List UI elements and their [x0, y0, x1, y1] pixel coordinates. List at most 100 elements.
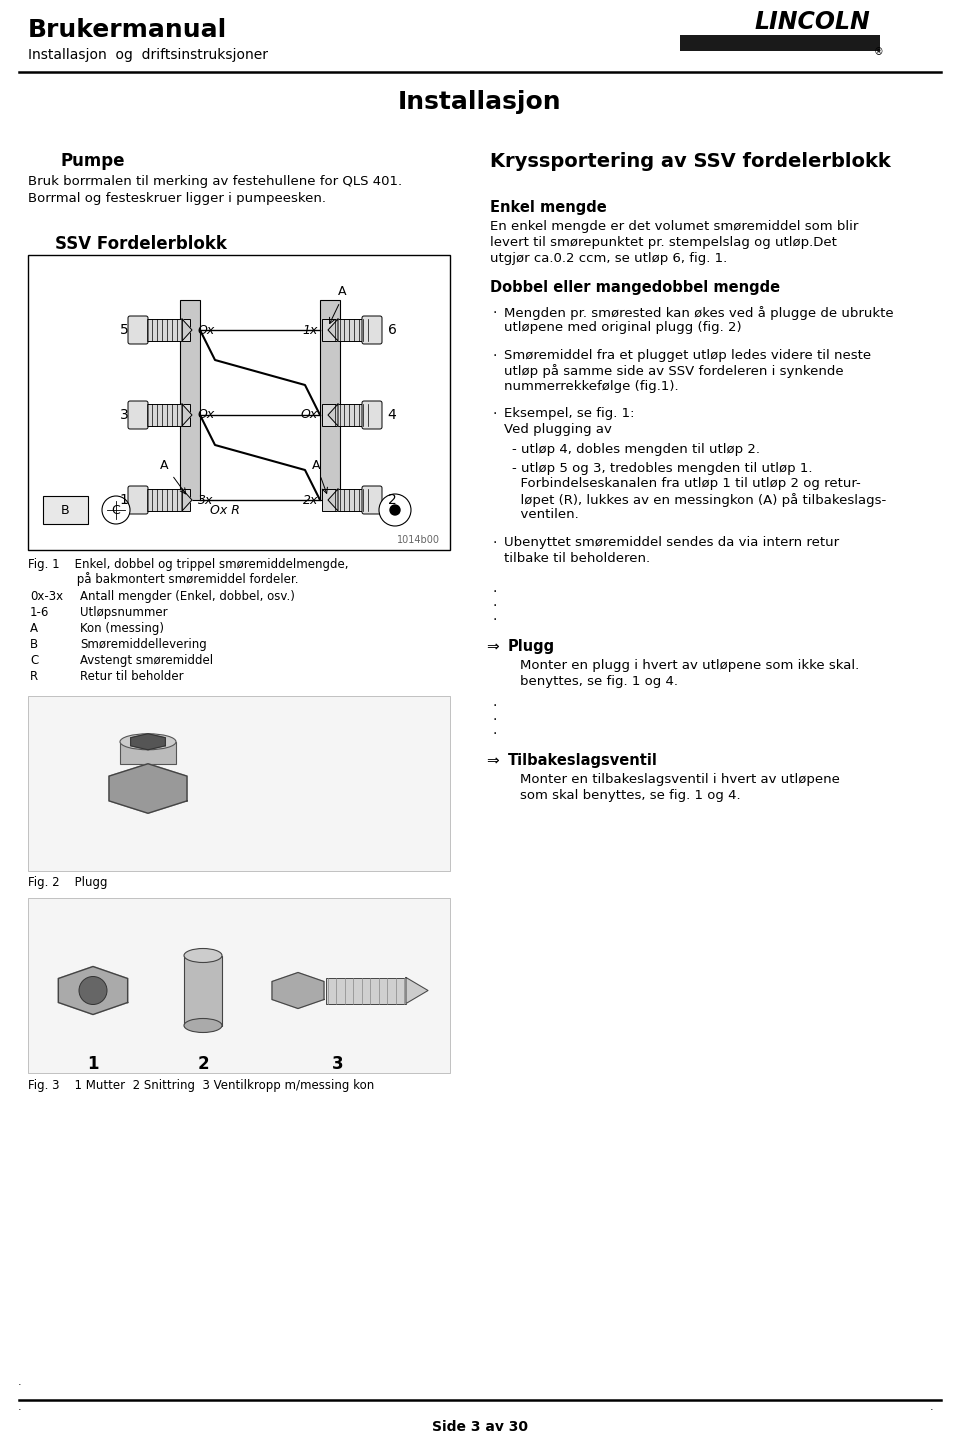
FancyBboxPatch shape [362, 485, 382, 514]
Text: Borrmal og festeskruer ligger i pumpeesken.: Borrmal og festeskruer ligger i pumpeesk… [28, 193, 326, 204]
Bar [144, 404, 190, 426]
Text: Monter en plugg i hvert av utløpene som ikke skal.: Monter en plugg i hvert av utløpene som … [520, 659, 859, 672]
Text: utløp på samme side av SSV fordeleren i synkende: utløp på samme side av SSV fordeleren i … [504, 365, 844, 378]
Text: utløpene med original plugg (fig. 2): utløpene med original plugg (fig. 2) [504, 322, 742, 335]
Text: 3: 3 [332, 1055, 344, 1074]
Ellipse shape [184, 1019, 222, 1033]
Text: Plugg: Plugg [508, 639, 555, 653]
Text: Ox R: Ox R [210, 503, 240, 516]
Text: 2: 2 [388, 493, 396, 507]
Circle shape [379, 494, 411, 526]
Polygon shape [272, 972, 324, 1009]
Text: Ox: Ox [198, 409, 215, 422]
Text: Eksempel, se fig. 1:: Eksempel, se fig. 1: [504, 407, 635, 420]
Text: 3x: 3x [198, 494, 213, 507]
Text: C: C [111, 503, 120, 516]
Polygon shape [59, 966, 128, 1014]
FancyBboxPatch shape [680, 35, 880, 51]
Polygon shape [328, 319, 338, 341]
Text: 1: 1 [120, 493, 129, 507]
Bar [28, 898, 450, 1074]
Text: ·: · [493, 713, 497, 727]
Text: A: A [338, 285, 347, 298]
Text: på bakmontert smøremiddel fordeler.: på bakmontert smøremiddel fordeler. [28, 572, 299, 585]
Text: ·: · [18, 1379, 22, 1390]
Text: 2x: 2x [302, 494, 318, 507]
Text: Mengden pr. smørested kan økes ved å plugge de ubrukte: Mengden pr. smørested kan økes ved å plu… [504, 306, 894, 320]
Text: Smøremiddel fra et plugget utløp ledes videre til neste: Smøremiddel fra et plugget utløp ledes v… [504, 349, 871, 362]
Text: Fig. 2    Plugg: Fig. 2 Plugg [28, 877, 108, 890]
Text: ·: · [493, 407, 497, 422]
Text: Installasjon  og  driftsinstruksjoner: Installasjon og driftsinstruksjoner [28, 48, 268, 62]
Text: 1-6: 1-6 [30, 606, 49, 619]
Text: Kon (messing): Kon (messing) [80, 622, 164, 635]
FancyBboxPatch shape [128, 485, 148, 514]
Bar [28, 255, 450, 551]
Text: R: R [391, 503, 399, 516]
Text: - utløp 5 og 3, tredobles mengden til utløp 1.: - utløp 5 og 3, tredobles mengden til ut… [512, 462, 812, 475]
Polygon shape [406, 978, 428, 1004]
Text: Avstengt smøremiddel: Avstengt smøremiddel [80, 653, 213, 667]
Text: A: A [30, 622, 38, 635]
Text: Retur til beholder: Retur til beholder [80, 669, 183, 682]
FancyBboxPatch shape [362, 316, 382, 343]
Polygon shape [182, 404, 192, 426]
Text: 1014b00: 1014b00 [397, 535, 440, 545]
FancyBboxPatch shape [362, 401, 382, 429]
Text: B: B [30, 638, 38, 651]
Text: 4: 4 [388, 409, 396, 422]
Circle shape [390, 506, 400, 514]
Polygon shape [328, 404, 338, 426]
Text: Ubenyttet smøremiddel sendes da via intern retur: Ubenyttet smøremiddel sendes da via inte… [504, 536, 839, 549]
Text: nummerrekkefølge (fig.1).: nummerrekkefølge (fig.1). [504, 380, 679, 393]
Text: Antall mengder (Enkel, dobbel, osv.): Antall mengder (Enkel, dobbel, osv.) [80, 590, 295, 603]
Text: Ox: Ox [198, 323, 215, 336]
Text: Kryssportering av SSV fordelerblokk: Kryssportering av SSV fordelerblokk [490, 152, 891, 171]
Polygon shape [109, 764, 187, 813]
Polygon shape [182, 488, 192, 511]
Text: Enkel mengde: Enkel mengde [490, 200, 607, 214]
Ellipse shape [120, 733, 176, 749]
Bar [322, 319, 368, 341]
Text: 2: 2 [197, 1055, 209, 1074]
Text: ·: · [930, 1406, 934, 1416]
Text: levert til smørepunktet pr. stempelslag og utløp.Det: levert til smørepunktet pr. stempelslag … [490, 236, 837, 249]
Bar [322, 404, 368, 426]
Text: Fig. 3    1 Mutter  2 Snittring  3 Ventilkropp m/messing kon: Fig. 3 1 Mutter 2 Snittring 3 Ventilkrop… [28, 1080, 374, 1093]
Text: Fig. 1    Enkel, dobbel og trippel smøremiddelmengde,: Fig. 1 Enkel, dobbel og trippel smøremid… [28, 558, 348, 571]
Text: Pumpe: Pumpe [60, 152, 125, 170]
Text: Monter en tilbakeslagsventil i hvert av utløpene: Monter en tilbakeslagsventil i hvert av … [520, 772, 840, 785]
Text: løpet (R), lukkes av en messingkon (A) på tilbakeslags-: løpet (R), lukkes av en messingkon (A) p… [512, 493, 886, 507]
Text: Ox: Ox [300, 409, 318, 422]
Text: ·: · [493, 585, 497, 598]
Text: som skal benyttes, se fig. 1 og 4.: som skal benyttes, se fig. 1 og 4. [520, 790, 740, 801]
Text: 6: 6 [388, 323, 396, 338]
Text: A: A [312, 459, 321, 472]
Bar [184, 955, 222, 1026]
FancyBboxPatch shape [128, 316, 148, 343]
Text: 1: 1 [87, 1055, 99, 1074]
Text: ®: ® [874, 46, 883, 57]
Bar [43, 496, 88, 525]
Text: SSV Fordelerblokk: SSV Fordelerblokk [55, 235, 227, 254]
Text: ·: · [493, 349, 497, 364]
Circle shape [79, 977, 107, 1004]
Polygon shape [328, 488, 338, 511]
Text: Brukermanual: Brukermanual [28, 17, 228, 42]
Circle shape [102, 496, 130, 525]
Text: B: B [60, 503, 69, 516]
Ellipse shape [184, 949, 222, 962]
Text: ⇒: ⇒ [486, 639, 499, 653]
Text: benyttes, se fig. 1 og 4.: benyttes, se fig. 1 og 4. [520, 675, 678, 688]
Text: Ved plugging av: Ved plugging av [504, 423, 612, 436]
Polygon shape [182, 319, 192, 341]
Text: ·: · [493, 598, 497, 613]
FancyBboxPatch shape [128, 401, 148, 429]
Text: LINCOLN: LINCOLN [755, 10, 870, 33]
Text: utgjør ca.0.2 ccm, se utløp 6, fig. 1.: utgjør ca.0.2 ccm, se utløp 6, fig. 1. [490, 252, 728, 265]
Text: ⇒: ⇒ [486, 753, 499, 768]
Text: ·: · [493, 727, 497, 740]
Text: 5: 5 [120, 323, 129, 338]
Text: tilbake til beholderen.: tilbake til beholderen. [504, 552, 650, 565]
Text: Bruk borrmalen til merking av festehullene for QLS 401.: Bruk borrmalen til merking av festehulle… [28, 175, 402, 188]
